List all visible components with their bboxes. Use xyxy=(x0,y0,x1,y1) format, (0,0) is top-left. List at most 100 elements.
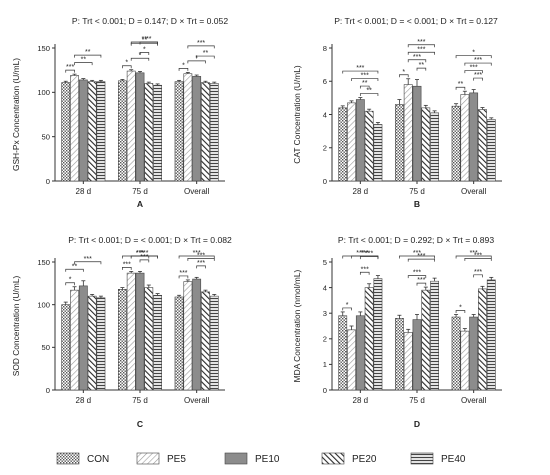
bar-pe10 xyxy=(469,92,479,182)
y-tick-label: 0 xyxy=(46,386,50,395)
significance-label: *** xyxy=(417,277,425,284)
bar-pe40 xyxy=(153,84,162,182)
bar-con xyxy=(338,315,348,391)
significance-label: *** xyxy=(197,260,205,267)
y-tick-label: 4 xyxy=(323,110,327,119)
significance-label: *** xyxy=(361,73,369,80)
significance-bracket xyxy=(139,52,150,55)
significance-bracket xyxy=(359,93,379,97)
significance-label: ** xyxy=(146,36,152,43)
significance-label: *** xyxy=(474,269,482,276)
x-tick-label: 75 d xyxy=(409,187,425,196)
y-tick-label: 100 xyxy=(37,300,50,309)
significance-bracket xyxy=(74,62,93,66)
y-tick-label: 8 xyxy=(323,44,327,53)
bar-pe20 xyxy=(421,289,431,391)
bar-con xyxy=(61,82,71,182)
x-tick-label: Overall xyxy=(461,187,487,196)
significance-label: * xyxy=(139,52,142,59)
significance-bracket xyxy=(122,267,132,270)
legend-swatch-pe20 xyxy=(321,452,345,465)
chart-panel-d: P: Trt < 0.001; D = 0.292; D × Trt = 0.8… xyxy=(292,235,502,429)
significance-bracket xyxy=(407,59,427,63)
bar-pe10 xyxy=(135,272,145,391)
x-tick-label: Overall xyxy=(461,396,487,405)
bar-con xyxy=(118,80,127,182)
significance-bracket xyxy=(122,255,158,259)
y-tick-label: 6 xyxy=(323,77,327,86)
bar-pe5 xyxy=(460,94,470,182)
chart-panel-a: P: Trt < 0.001; D = 0.147; D × Trt = 0.0… xyxy=(11,16,228,209)
bar-pe10 xyxy=(192,278,202,391)
legend-swatch-con xyxy=(56,452,80,465)
significance-bracket xyxy=(416,282,427,286)
significance-bracket xyxy=(455,86,466,90)
significance-bracket xyxy=(65,69,75,73)
x-tick-label: 75 d xyxy=(132,396,148,405)
significance-label: *** xyxy=(417,46,425,53)
significance-label: *** xyxy=(470,65,478,72)
bar-pe5 xyxy=(347,329,356,391)
bar-pe5 xyxy=(460,330,470,391)
bar-pe20 xyxy=(144,287,154,391)
y-axis-label: CAT Concentration (U/mL) xyxy=(292,65,302,164)
significance-label: *** xyxy=(84,256,92,263)
bar-pe5 xyxy=(347,102,356,182)
significance-bracket xyxy=(359,85,370,89)
y-tick-label: 0 xyxy=(323,386,327,395)
bar-pe20 xyxy=(364,287,374,391)
bar-con xyxy=(451,105,461,182)
bar-pe40 xyxy=(373,124,383,182)
bar-pe5 xyxy=(126,70,136,182)
y-tick-label: 50 xyxy=(42,343,50,352)
bar-pe10 xyxy=(78,79,88,182)
significance-label: ** xyxy=(142,36,148,43)
significance-label: *** xyxy=(417,253,425,260)
legend-swatch-pe5 xyxy=(136,452,160,465)
significance-label: *** xyxy=(470,250,478,257)
significance-label: *** xyxy=(123,261,131,268)
bar-pe10 xyxy=(412,85,422,182)
significance-label: *** xyxy=(140,254,148,261)
significance-label: ** xyxy=(203,50,209,57)
chart-title: P: Trt < 0.001; D = 0.147; D × Trt = 0.0… xyxy=(72,16,228,26)
significance-bracket xyxy=(342,307,352,311)
y-tick-label: 5 xyxy=(323,258,327,267)
bar-con xyxy=(338,107,348,182)
significance-bracket xyxy=(122,65,132,69)
bar-pe10 xyxy=(469,316,479,391)
significance-bracket xyxy=(139,259,150,263)
significance-bracket xyxy=(407,51,435,55)
bar-con xyxy=(174,296,184,391)
bar-pe20 xyxy=(87,295,97,391)
significance-label: ** xyxy=(85,49,91,56)
significance-bracket xyxy=(178,255,215,259)
significance-label: ** xyxy=(362,80,368,87)
significance-bracket xyxy=(399,255,435,259)
bar-pe20 xyxy=(478,109,487,182)
chart-panel-c: P: Trt < 0.001; D = < 0.001; D × Trt = 0… xyxy=(11,235,232,429)
legend-label-pe5: PE5 xyxy=(167,454,186,465)
significance-label: ** xyxy=(458,81,464,88)
bar-con xyxy=(174,81,184,182)
significance-bracket xyxy=(342,255,379,259)
significance-bracket xyxy=(464,70,483,74)
significance-bracket xyxy=(473,274,483,278)
panel-label: D xyxy=(414,419,420,429)
legend-label-pe40: PE40 xyxy=(441,454,466,465)
bar-pe40 xyxy=(96,81,106,182)
significance-bracket xyxy=(455,310,466,313)
bar-pe40 xyxy=(486,119,496,182)
bar-pe20 xyxy=(144,83,154,182)
bar-pe10 xyxy=(355,99,365,182)
bar-pe40 xyxy=(486,279,496,391)
significance-label: *** xyxy=(474,57,482,64)
y-tick-label: 2 xyxy=(323,144,327,153)
bar-pe10 xyxy=(355,315,365,391)
x-tick-label: 28 d xyxy=(353,396,369,405)
significance-bracket xyxy=(351,78,379,82)
bar-pe40 xyxy=(209,83,219,182)
significance-bracket xyxy=(455,255,492,259)
panel-label: A xyxy=(137,199,143,209)
